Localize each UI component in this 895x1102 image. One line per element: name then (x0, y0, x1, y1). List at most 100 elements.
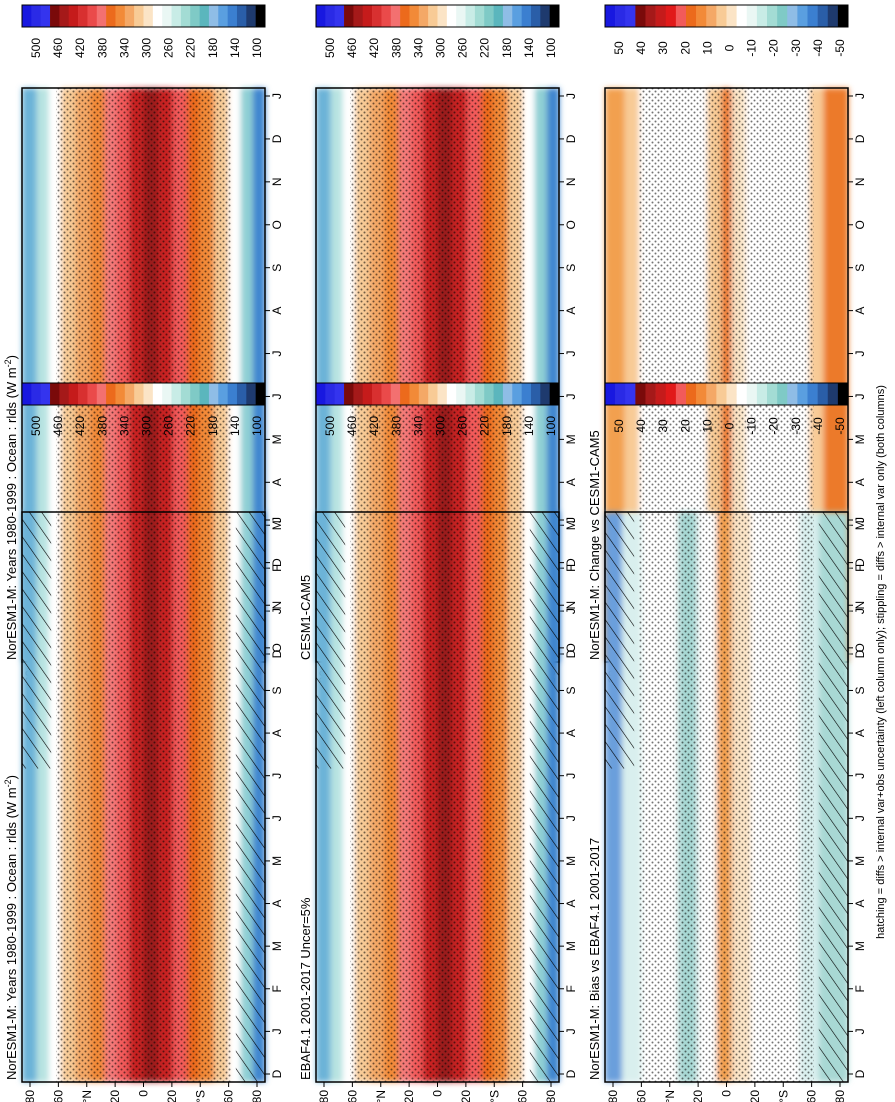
month-tick-label: J (564, 393, 578, 399)
colorbar-swatch (87, 5, 98, 27)
colorbar-swatch (31, 383, 41, 405)
lat-tick-label: 20 (165, 1090, 179, 1102)
colorbar-label: 260 (162, 38, 176, 58)
month-tick-label: A (270, 900, 284, 908)
colorbar-swatch (171, 5, 182, 27)
colorbar-swatch (246, 383, 256, 405)
month-tick-label: M (564, 520, 578, 530)
colorbar-swatch (199, 5, 210, 27)
colorbar-swatch (675, 383, 687, 405)
colorbar-swatch (655, 383, 667, 405)
month-tick-label: O (853, 220, 867, 229)
chart-panel-0: 80 60 °N 20 0 20 °S 60 80DJFMAMJJASONDJNorESM1-M… (3, 382, 284, 1102)
colorbar-swatch (777, 383, 788, 405)
colorbar-swatch (409, 5, 420, 27)
lat-tick-label: 60 (51, 1090, 65, 1102)
colorbar-label: 340 (117, 38, 131, 58)
month-tick-label: J (564, 517, 578, 523)
month-tick-label: D (564, 134, 578, 143)
month-tick-label: D (270, 134, 284, 143)
month-tick-label: M (270, 434, 284, 444)
colorbar-swatch (521, 5, 532, 27)
colorbar-swatch (465, 383, 476, 405)
colorbar-swatch (665, 5, 677, 27)
panel-title: NorESM1-M: Years 1980-1999 : Ocean : rld… (3, 355, 19, 660)
colorbar-label: 40 (634, 41, 648, 55)
colorbar-label: 460 (345, 38, 359, 58)
colorbar-swatch (837, 5, 849, 27)
month-tick-label: S (564, 686, 578, 694)
colorbar-label: 140 (228, 38, 242, 58)
colorbar-swatch (334, 5, 345, 27)
colorbar-swatch (362, 5, 373, 27)
colorbar-swatch (208, 5, 219, 27)
colorbar-label: -30 (789, 39, 803, 57)
lat-tick-label: 80 (23, 1090, 37, 1102)
lat-tick-label: 80 (833, 1090, 847, 1102)
hatching-overlay-south (235, 512, 265, 1082)
colorbar-label: 140 (522, 416, 536, 436)
month-tick-label: F (853, 564, 867, 571)
month-tick-label: J (270, 93, 284, 99)
month-tick-label: S (270, 686, 284, 694)
colorbar-label: -10 (745, 417, 759, 435)
colorbar-swatch (746, 5, 758, 27)
colorbar-swatch (106, 383, 116, 405)
colorbar-swatch (124, 5, 135, 27)
month-tick-label: D (270, 1069, 284, 1078)
lat-tick-label: 0 (431, 1090, 445, 1097)
month-tick-label: A (270, 478, 284, 486)
colorbar-swatch (381, 5, 392, 27)
colorbar-swatch (344, 383, 354, 405)
colorbar-swatch (777, 5, 788, 27)
colorbar-swatch (162, 383, 172, 405)
colorbar-swatch (428, 383, 438, 405)
month-tick-label: A (853, 478, 867, 486)
colorbar-swatch (493, 383, 504, 405)
colorbar-label: 500 (29, 416, 43, 436)
month-tick-label: J (853, 93, 867, 99)
colorbar-swatch (372, 5, 382, 27)
colorbar-swatch (372, 383, 382, 405)
colorbar-frame (21, 382, 266, 406)
colorbar-swatch (446, 5, 457, 27)
month-tick-label: D (853, 1069, 867, 1078)
colorbar-swatch (152, 383, 163, 405)
colorbar-swatch (31, 5, 41, 27)
month-tick-label: J (853, 1028, 867, 1034)
colorbar-label: -10 (745, 39, 759, 57)
colorbar-swatch (605, 383, 616, 405)
month-tick-label: J (853, 773, 867, 779)
colorbar-label: 500 (323, 416, 337, 436)
colorbar-swatch (767, 5, 778, 27)
colorbar-label: 30 (656, 41, 670, 55)
colorbar-swatch (390, 383, 401, 405)
month-tick-label: D (564, 649, 578, 658)
colorbar-label: 340 (411, 416, 425, 436)
colorbar-swatch (218, 5, 228, 27)
lat-tick-label: °N (374, 1090, 388, 1102)
colorbar-label: 100 (250, 416, 264, 436)
month-tick-label: J (270, 517, 284, 523)
month-tick-label: D (270, 558, 284, 567)
month-tick-label: A (564, 900, 578, 908)
month-tick-label: M (564, 434, 578, 444)
colorbar-swatch (625, 383, 636, 405)
lat-tick-label: 60 (222, 1090, 236, 1102)
hatching-overlay-south (529, 512, 559, 1082)
colorbar-swatch (134, 383, 144, 405)
colorbar-swatch (615, 5, 626, 27)
colorbar-swatch (400, 383, 410, 405)
month-tick-label: D (853, 134, 867, 143)
colorbar-swatch (615, 383, 626, 405)
month-tick-label: O (270, 643, 284, 652)
colorbar-label: 380 (389, 38, 403, 58)
panel-title: EBAF4.1 2001-2017 Uncer=5% (298, 897, 313, 1080)
month-tick-label: A (853, 307, 867, 315)
colorbar-swatch (797, 383, 808, 405)
colorbar-label: 220 (184, 38, 198, 58)
colorbar-swatch (134, 5, 144, 27)
month-tick-label: D (564, 1069, 578, 1078)
colorbar-label: 340 (411, 38, 425, 58)
